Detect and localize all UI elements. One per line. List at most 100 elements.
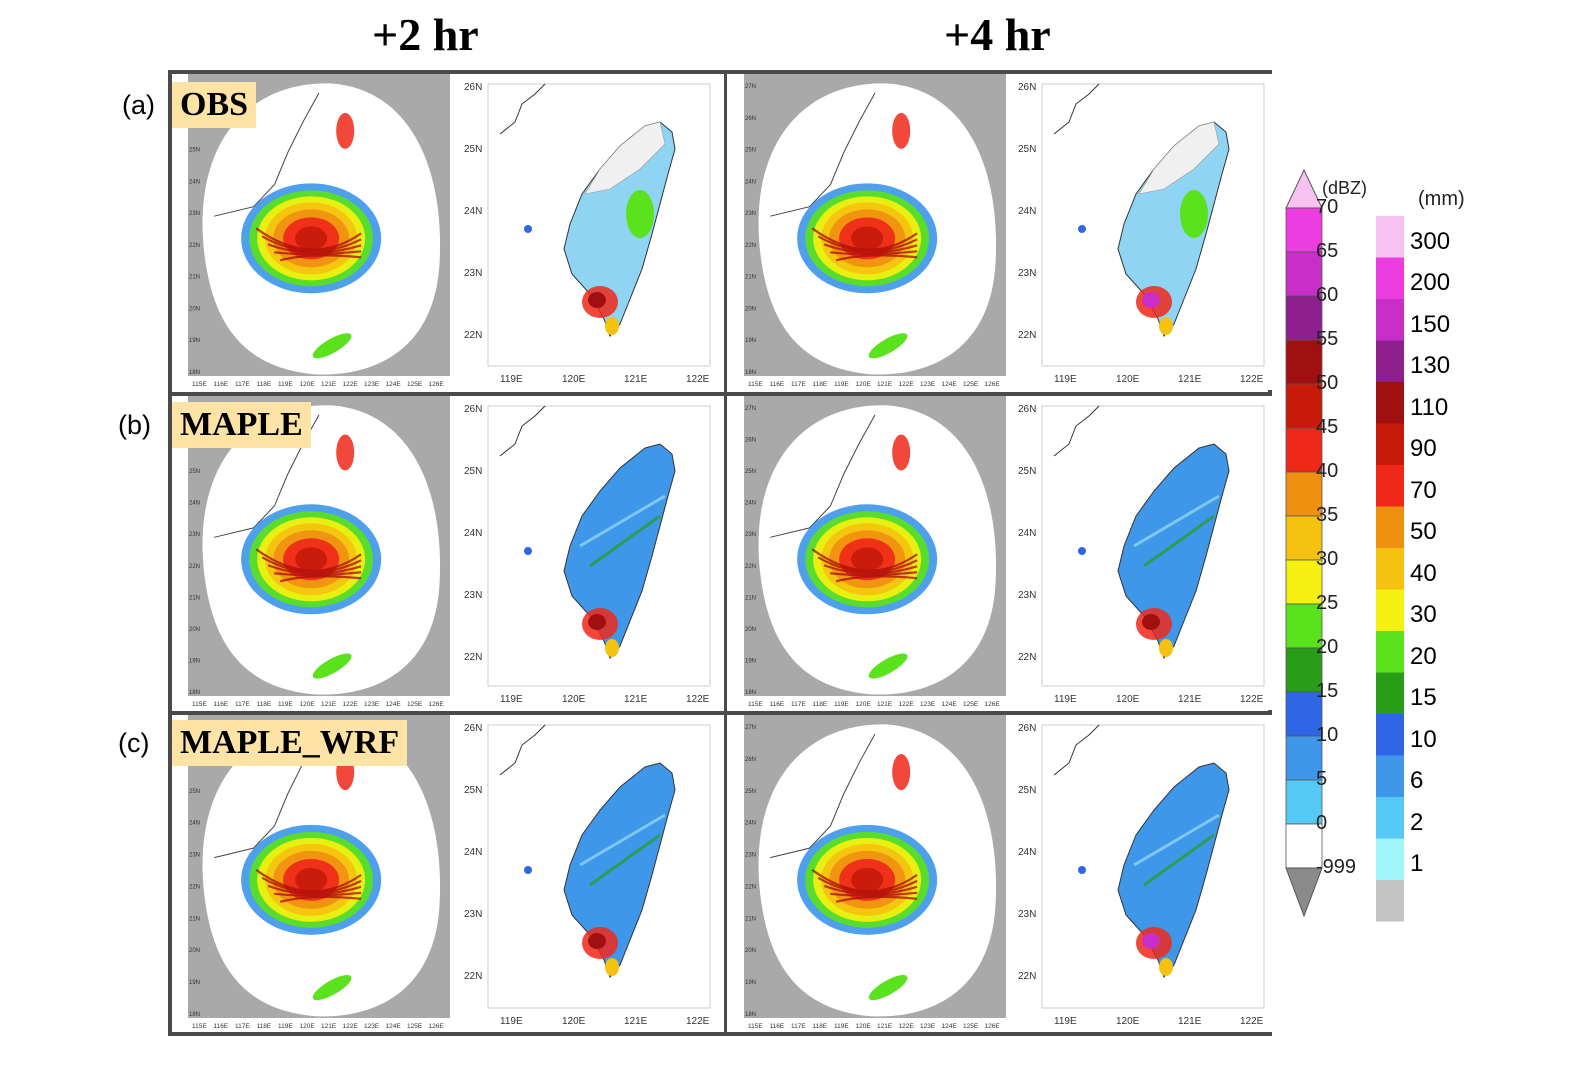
outer-rain-band [868,333,908,359]
lon-tick-label: 122E [1240,1016,1264,1027]
radar-reflectivity-map: 115E 116E 117E 118E 119E 120E 121E 122E 123E 124E… [744,74,1006,388]
mm-colorbar-segment [1376,382,1404,424]
dbz-colorbar-segment [1285,207,1323,253]
dbz-tick-label: 65 [1316,240,1339,262]
mm-colorbar-segment [1376,340,1404,382]
lon-tick-label: 122E [1240,694,1264,705]
lat-tick-label: 22N [1018,971,1036,982]
lat-tick-label: 20N [745,306,756,312]
dbz-tick-label: 0 [1316,812,1328,834]
rain-band-streak [267,243,362,254]
lat-tick-label: 20N [189,627,200,633]
mm-tick-label: 110 [1410,393,1449,421]
lon-tick-label: 121E [1178,1016,1202,1027]
rainfall-cell [605,958,619,976]
lat-tick-label: 25N [1018,466,1036,477]
dbz-tick-label: 5 [1316,768,1328,790]
mm-tick-label: 70 [1410,476,1437,504]
penghu-islands [1078,866,1086,874]
mm-colorbar-segment [1376,423,1404,465]
rainfall-streak [1143,514,1215,568]
dbz-tick-label: 30 [1316,548,1339,570]
outer-rain-band [336,434,355,471]
coastline [770,92,876,217]
lon-tick-label: 117E [235,1023,250,1030]
lon-tick-label: 116E [770,1023,785,1030]
heavy-rainfall-core [588,292,606,308]
row-label-maple: MAPLE [172,402,311,448]
lon-tick-label: 120E [856,701,872,708]
lon-tick-label: 120E [856,1023,872,1030]
dbz-tick-label: 20 [1316,636,1339,658]
lat-tick-label: 19N [745,980,756,986]
outer-rain-band [312,975,352,1001]
rainfall-streak [1143,833,1215,887]
lat-tick-label: 25N [464,466,482,477]
lat-tick-label: 23N [1018,909,1036,920]
dbz-colorbar-segment [1285,603,1323,649]
mm-unit-label: (mm) [1418,188,1465,210]
penghu-islands [524,225,532,233]
dbz-colorbar-segment [1285,823,1323,869]
mm-colorbar-segment [1376,299,1404,341]
rain-band-streak [823,564,918,575]
lat-tick-label: 22N [189,243,200,249]
lat-tick-label: 24N [745,501,756,507]
lat-tick-label: 21N [745,916,756,922]
lat-tick-label: 20N [189,306,200,312]
lat-tick-label: 23N [745,532,756,538]
reflectivity-band [295,867,328,892]
lon-tick-label: 126E [985,381,1001,388]
lat-tick-label: 26N [464,404,482,415]
lat-tick-label: 26N [745,438,756,444]
lon-tick-label: 120E [562,374,586,385]
lat-tick-label: 19N [745,338,756,344]
lon-tick-label: 122E [899,381,915,388]
mm-colorbar-segment [1376,589,1404,631]
lat-tick-label: 25N [745,789,756,795]
lon-tick-label: 122E [343,701,359,708]
lat-tick-label: 23N [1018,268,1036,279]
lat-tick-label: 18N [189,1012,200,1018]
rainfall-cell [626,190,654,238]
lat-tick-label: 18N [189,690,200,696]
lon-tick-label: 121E [877,1023,893,1030]
lat-tick-label: 21N [745,275,756,281]
rain-band-streak [255,227,362,251]
lon-tick-label: 122E [686,374,710,385]
lon-tick-label: 118E [257,1023,272,1030]
lon-tick-label: 126E [985,1023,1001,1030]
coastline [1053,83,1100,135]
coastline [1053,405,1100,457]
rainfall-cell [605,639,619,657]
rain-band-streak [255,868,362,893]
lat-tick-label: 22N [1018,330,1036,341]
lon-tick-label: 117E [235,381,250,388]
lon-tick-label: 119E [500,374,523,385]
lon-tick-label: 125E [963,701,979,708]
map-border [487,83,711,367]
dbz-tick-label: -999 [1316,856,1357,878]
dbz-colorbar-segment [1285,427,1323,473]
rain-band-streak [823,243,918,254]
rain-band-streak [811,868,918,893]
rainfall-cell [1159,317,1173,335]
lat-tick-label: 26N [1018,82,1036,93]
column-separator [724,72,727,1034]
heavy-rainfall-core [1142,292,1160,308]
lat-tick-label: 24N [189,501,200,507]
map-border [1041,724,1265,1009]
rainfall-cell [1159,958,1173,976]
map-border [1041,405,1265,687]
mm-tick-label: 15 [1410,684,1437,711]
lon-tick-label: 119E [500,1016,523,1027]
lon-tick-label: 115E [748,381,763,388]
mm-tick-label: 300 [1410,227,1451,255]
lat-tick-label: 18N [745,370,756,376]
accumulated-rainfall-map: 119E 120E 121E 122E 26N 25N 24N 23N 22N [1014,74,1272,390]
rain-band-streak [274,250,362,256]
dbz-colorbar-segment [1285,383,1323,429]
lon-tick-label: 126E [429,381,445,388]
lat-tick-label: 22N [464,971,482,982]
lon-tick-label: 120E [1116,694,1140,705]
